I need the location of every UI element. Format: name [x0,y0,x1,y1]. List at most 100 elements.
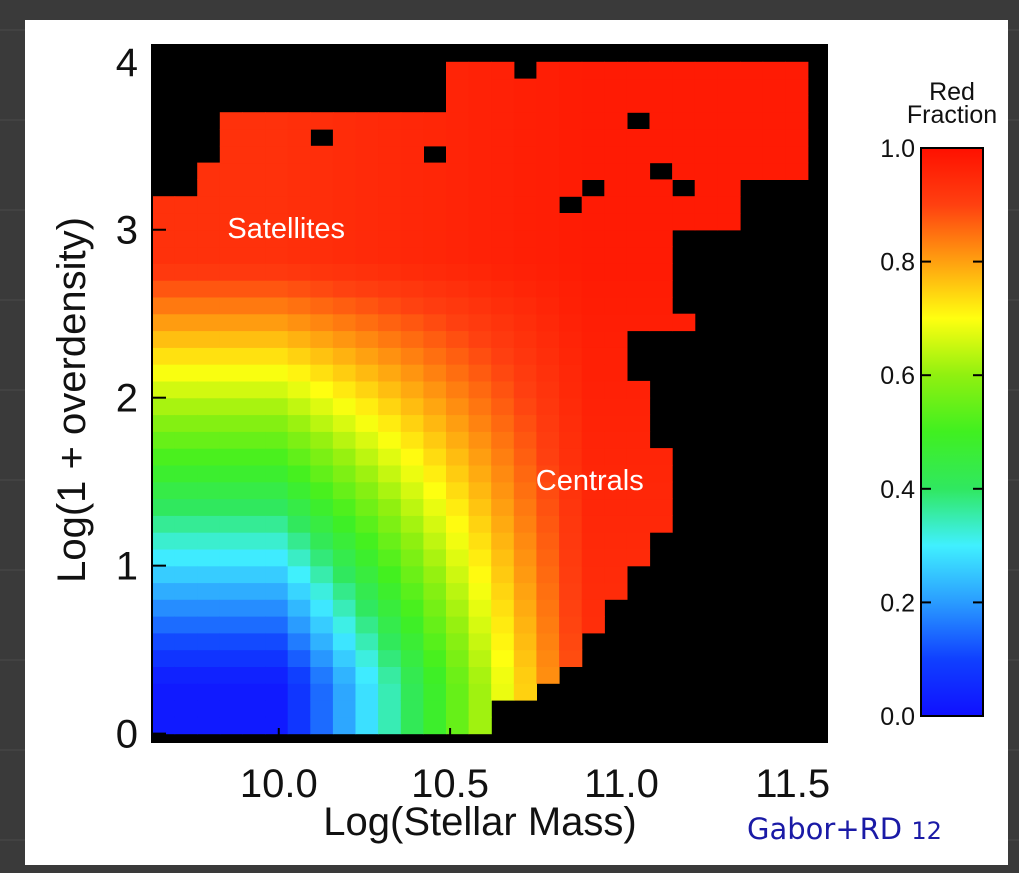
heatmap-cell [400,229,424,248]
heatmap-cell [604,414,628,432]
heatmap-cell [604,397,628,416]
heatmap-cell [197,481,221,500]
heatmap-cell [219,162,243,180]
heatmap-cell [536,61,560,80]
heatmap-cell [626,61,651,80]
heatmap-cell [197,448,221,466]
heatmap-cell [446,95,470,113]
heatmap-cell [423,347,447,365]
heatmap-cell [332,229,357,248]
heatmap-cell [219,515,243,533]
heatmap-cell [491,431,515,449]
heatmap-cell [242,666,266,684]
heatmap-cell [513,683,537,701]
heatmap-cell [581,129,605,147]
heatmap-cell [604,498,628,516]
heatmap-cell [423,716,447,735]
heatmap-cell [423,364,447,382]
heatmap-cell [559,498,583,516]
heatmap-cell [694,213,718,231]
heatmap-cell [265,498,289,516]
heatmap-cell [355,347,379,365]
heatmap-cell [649,179,673,197]
heatmap-cell [446,196,470,214]
heatmap-cell [400,666,424,684]
colorbar-tick-label: 0.8 [880,249,915,277]
heatmap-cell [174,548,198,567]
heatmap-cell [197,683,221,701]
heatmap-cell [649,280,673,298]
heatmap-cell [649,196,673,214]
heatmap-cell [513,179,537,197]
heatmap-cell [423,464,447,483]
heatmap-cell [287,448,311,466]
heatmap-cell [423,515,447,533]
heatmap-cell [513,78,537,96]
heatmap-cell [287,162,311,180]
heatmap-cell [152,464,176,483]
heatmap-cell [197,582,221,600]
heatmap-cell [649,515,673,533]
heatmap-cell [378,700,402,718]
heatmap-cell [468,397,492,416]
heatmap-cell [423,548,447,567]
heatmap-cell [446,649,470,667]
heatmap-cell [197,246,221,264]
heatmap-cell [355,380,379,399]
heatmap-cell [559,347,583,365]
heatmap-cell [197,347,221,365]
heatmap-cell [626,397,651,416]
heatmap-cell [626,129,651,147]
heatmap-cell [174,448,198,466]
heatmap-cell [604,95,628,113]
heatmap-cell [197,649,221,667]
heatmap-cell [152,296,176,315]
heatmap-cell [423,397,447,416]
heatmap-cell [242,364,266,382]
heatmap-cell [536,498,560,516]
y-tick-label: 0 [116,713,138,757]
heatmap-cell [446,145,470,164]
heatmap-cell [174,313,198,332]
heatmap-cell [581,532,605,550]
heatmap-cell [423,683,447,701]
heatmap-cell [604,263,628,281]
heatmap-cell [672,61,696,80]
heatmap-cell [332,431,357,449]
heatmap-cell [468,515,492,533]
heatmap-cell [581,112,605,130]
heatmap-cell [740,78,764,96]
heatmap-cell [287,431,311,449]
heatmap-cell [536,229,560,248]
heatmap-cell [400,716,424,735]
heatmap-cell [242,397,266,416]
heatmap-cell [219,599,243,617]
heatmap-cell [219,246,243,264]
heatmap-cell [287,666,311,684]
heatmap-cell [197,380,221,399]
heatmap-cell [174,532,198,550]
heatmap-cell [219,616,243,634]
heatmap-cell [400,280,424,298]
heatmap-cell [287,280,311,298]
heatmap-cell [197,313,221,332]
heatmap-cell [785,145,809,164]
heatmap-cell [513,532,537,550]
heatmap-cell [491,330,515,348]
heatmap-cell [378,112,402,130]
heatmap-cell [626,548,651,567]
heatmap-cell [287,296,311,315]
heatmap-cell [355,616,379,634]
heatmap-cell [559,532,583,550]
heatmap-cell [219,481,243,500]
heatmap-cell [332,129,357,147]
heatmap-cell [446,263,470,281]
heatmap-cell [355,716,379,735]
heatmap-cell [536,397,560,416]
heatmap-cell [400,414,424,432]
heatmap-cell [197,229,221,248]
heatmap-cell [581,263,605,281]
heatmap-cell [152,213,176,231]
heatmap-cell [785,112,809,130]
heatmap-cell [446,464,470,483]
